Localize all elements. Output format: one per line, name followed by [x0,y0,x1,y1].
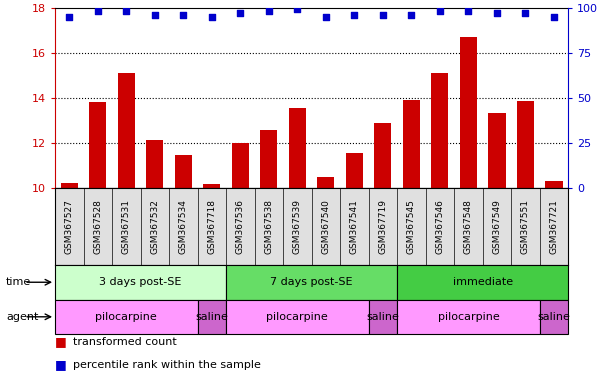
Point [264,8,274,14]
Bar [89,103,106,188]
Bar [289,108,306,188]
Bar [118,73,135,188]
Bar [55,300,197,334]
Text: GSM367718: GSM367718 [207,199,216,254]
Text: GSM367549: GSM367549 [492,199,502,254]
Point [235,10,245,16]
Text: saline: saline [367,312,400,322]
Point [521,10,530,16]
Bar [540,300,568,334]
Text: ■: ■ [55,335,67,348]
Bar [488,113,505,188]
Text: GSM367719: GSM367719 [378,199,387,254]
Text: percentile rank within the sample: percentile rank within the sample [73,360,261,370]
Text: GSM367536: GSM367536 [236,199,245,254]
Point [321,14,331,20]
Point [349,12,359,18]
Bar [546,181,563,188]
Text: GSM367721: GSM367721 [549,199,558,254]
Text: GSM367548: GSM367548 [464,199,473,254]
Bar [55,265,226,300]
Point [150,12,159,18]
Point [406,12,416,18]
Text: GSM367539: GSM367539 [293,199,302,254]
Bar [146,140,163,188]
Text: immediate: immediate [453,277,513,287]
Text: GSM367541: GSM367541 [350,199,359,254]
Bar [226,265,397,300]
Bar [317,177,334,188]
Text: GSM367551: GSM367551 [521,199,530,254]
Bar [517,101,534,188]
Text: GSM367527: GSM367527 [65,199,74,254]
Bar [397,300,540,334]
Point [178,12,188,18]
Text: GSM367528: GSM367528 [93,199,102,254]
Point [293,7,302,13]
Bar [431,73,448,188]
Point [549,14,559,20]
Bar [175,156,192,188]
Text: time: time [6,277,31,287]
Bar [60,182,78,188]
Text: saline: saline [538,312,571,322]
Bar [460,37,477,188]
Text: GSM367532: GSM367532 [150,199,159,254]
Point [122,8,131,14]
Text: agent: agent [6,312,38,322]
Bar [368,300,397,334]
Text: GSM367534: GSM367534 [179,199,188,254]
Text: pilocarpine: pilocarpine [95,312,157,322]
Bar [232,143,249,188]
Point [64,14,74,20]
Point [207,14,217,20]
Bar [403,100,420,188]
Bar [375,123,392,188]
Text: saline: saline [196,312,229,322]
Bar [226,300,368,334]
Text: GSM367531: GSM367531 [122,199,131,254]
Bar [260,129,277,188]
Point [492,10,502,16]
Text: GSM367540: GSM367540 [321,199,331,254]
Bar [397,265,568,300]
Point [435,8,445,14]
Text: 7 days post-SE: 7 days post-SE [270,277,353,287]
Bar [197,300,226,334]
Text: GSM367538: GSM367538 [265,199,273,254]
Text: GSM367546: GSM367546 [436,199,444,254]
Text: 3 days post-SE: 3 days post-SE [100,277,181,287]
Text: pilocarpine: pilocarpine [437,312,499,322]
Text: pilocarpine: pilocarpine [266,312,328,322]
Text: GSM367545: GSM367545 [407,199,416,254]
Text: ■: ■ [55,358,67,371]
Text: transformed count: transformed count [73,337,177,347]
Point [93,8,103,14]
Bar [346,153,363,188]
Bar [203,184,221,188]
Point [464,8,474,14]
Point [378,12,388,18]
